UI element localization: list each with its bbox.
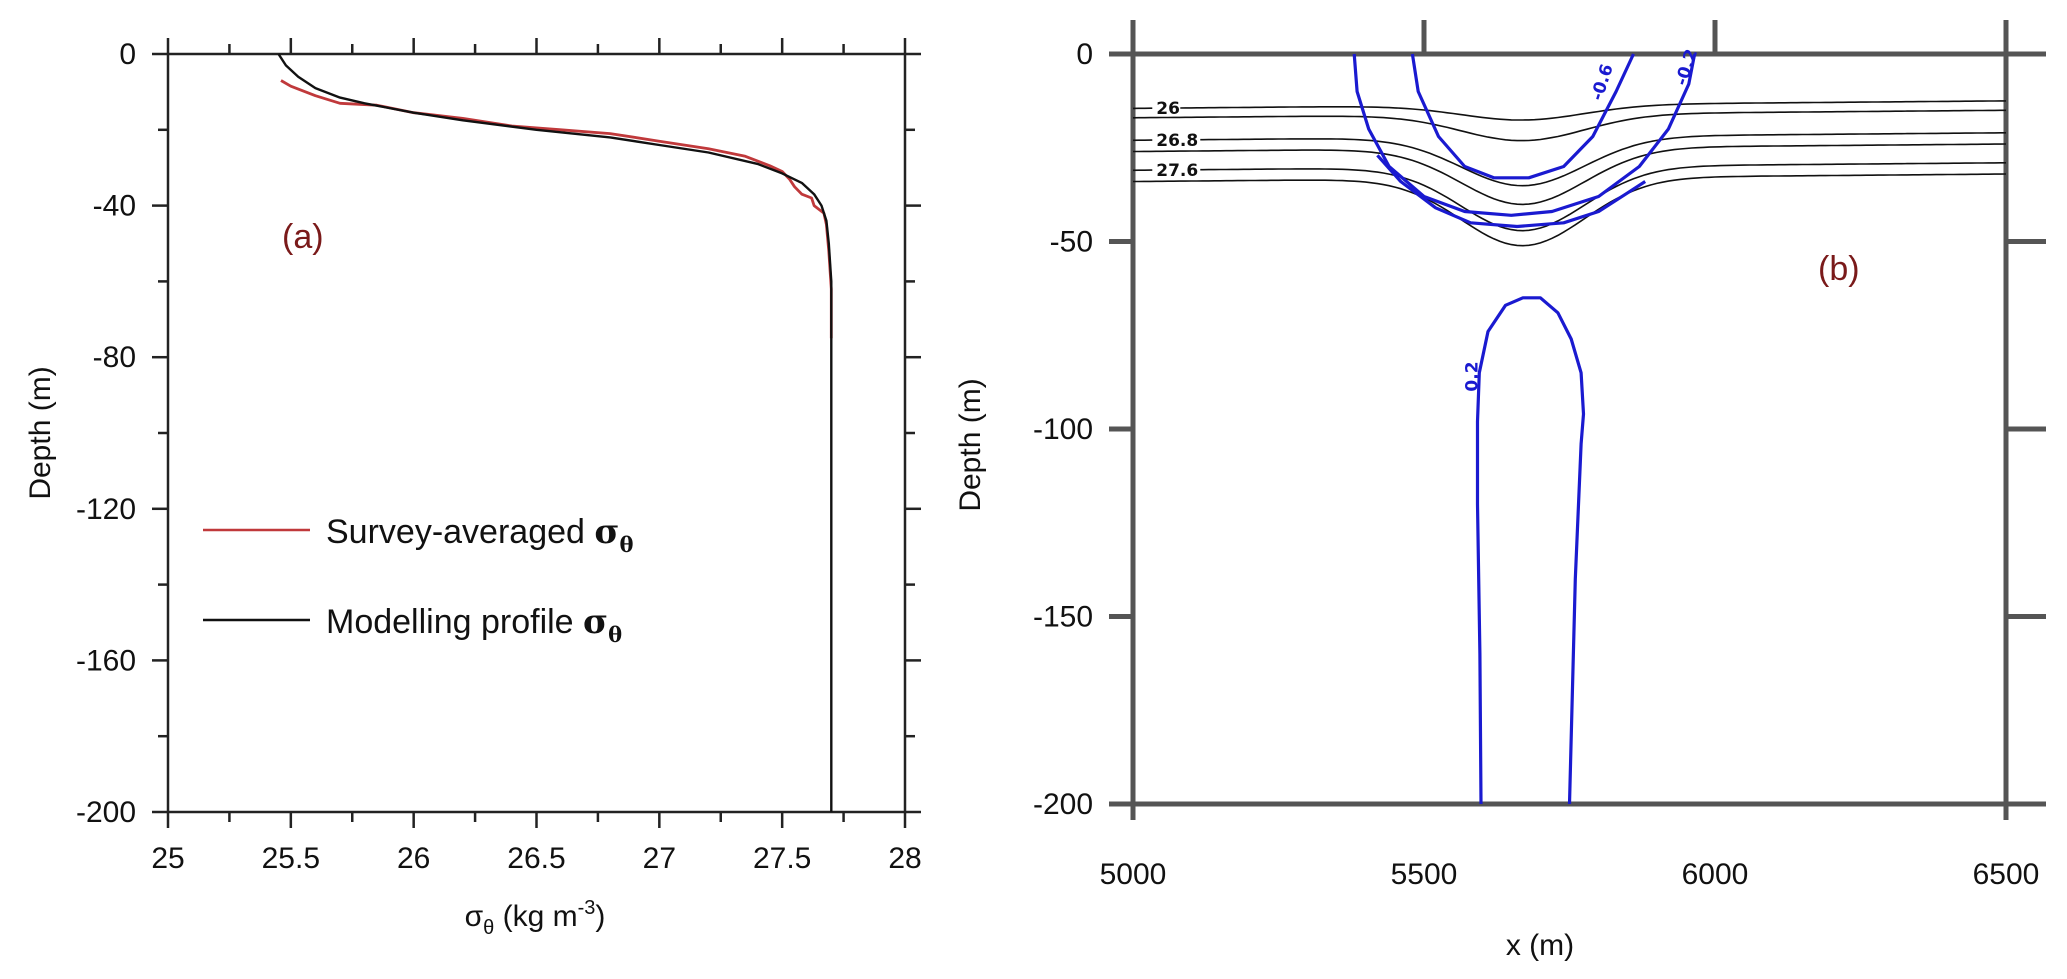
x-tick-label: 26	[397, 842, 430, 875]
y-tick-label: -160	[76, 644, 136, 677]
density-contour-label: 26	[1156, 99, 1180, 119]
velocity-contour-upper	[1352, 53, 1697, 217]
panel-a-x-axis-title: σθ (kg m-3)	[465, 897, 606, 939]
panel-b-x-axis-title: x (m)	[1506, 929, 1574, 962]
y-tick-label: -100	[1033, 413, 1093, 446]
y-tick-label: -200	[76, 796, 136, 829]
y-tick-label: -80	[93, 341, 136, 374]
density-contour-label-gap	[1152, 130, 1201, 151]
density-contour-label-gap	[1152, 160, 1201, 181]
velocity-contour-upper	[1410, 53, 1635, 180]
density-contour-line	[1133, 173, 2007, 247]
panel-a-label: (a)	[282, 218, 324, 256]
x-tick-label: 6500	[1973, 858, 2040, 891]
y-tick-label: 0	[119, 38, 136, 71]
density-contour-line	[1132, 109, 2006, 142]
panel-b-ticks	[1109, 20, 2046, 807]
x-tick-label: 25.5	[262, 842, 320, 875]
panel-a-x-tick-labels: 25 25.5 26 26.5 27 27.5 28	[151, 842, 921, 875]
panel-b-y-tick-labels: 0 -50 -100 -150 -200	[1033, 38, 1093, 821]
y-tick-label: -200	[1033, 788, 1093, 821]
x-tick-label: 6000	[1682, 858, 1749, 891]
panel-a-plot-frame	[166, 52, 907, 814]
panel-b-plot-frame	[1130, 20, 2009, 820]
density-contour-label: 26.8	[1156, 131, 1198, 151]
x-tick-label: 5000	[1100, 858, 1167, 891]
legend-label-survey: Survey-averaged σθ	[326, 512, 633, 557]
panel-b: 5000 5500 6000 6500 0 -50 -100 -150 -200 26 26.8…	[954, 20, 2046, 962]
panel-b-x-tick-labels: 5000 5500 6000 6500	[1100, 858, 2040, 891]
panel-a-ticks	[152, 38, 921, 828]
series-line-model	[277, 53, 833, 812]
x-tick-label: 27	[643, 842, 676, 875]
velocity-contour-label: 0.2	[1463, 361, 1483, 391]
panel-b-y-axis-title: Depth (m)	[954, 378, 987, 511]
density-contour-line	[1132, 162, 2006, 232]
velocity-contour-upper	[1376, 154, 1647, 229]
y-tick-label: -120	[76, 493, 136, 526]
panel-b-density-contours: 26 26.8 27.6	[1132, 98, 2007, 247]
panel-b-velocity-contours: -0.6 -0.20.2	[1352, 47, 1702, 805]
density-contour-line	[1132, 132, 2006, 187]
density-contour-label-gap	[1152, 98, 1181, 119]
density-contour-label: 27.6	[1156, 161, 1198, 181]
legend-label-model: Modelling profile σθ	[326, 602, 622, 647]
density-contour-line	[1133, 143, 2007, 206]
y-tick-label: -50	[1050, 226, 1093, 259]
velocity-contour-lower	[1475, 296, 1586, 805]
density-contour-line	[1132, 100, 2006, 121]
x-tick-label: 28	[888, 842, 921, 875]
panel-a: 25 25.5 26 26.5 27 27.5 28 0 -40 -80 -120 -160 -200…	[24, 38, 922, 939]
y-tick-label: 0	[1076, 38, 1093, 71]
series-line-survey	[280, 79, 833, 339]
panel-b-label: (b)	[1818, 250, 1860, 288]
y-tick-label: -40	[93, 190, 136, 223]
panel-a-legend: Survey-averaged σθ Modelling profile σθ	[203, 512, 633, 647]
panel-a-y-axis-title: Depth (m)	[24, 366, 57, 499]
x-tick-label: 25	[151, 842, 184, 875]
panel-a-series	[277, 53, 833, 812]
x-tick-label: 27.5	[753, 842, 811, 875]
x-tick-label: 26.5	[507, 842, 565, 875]
y-tick-label: -150	[1033, 601, 1093, 634]
x-tick-label: 5500	[1391, 858, 1458, 891]
panel-a-y-tick-labels: 0 -40 -80 -120 -160 -200	[76, 38, 136, 829]
